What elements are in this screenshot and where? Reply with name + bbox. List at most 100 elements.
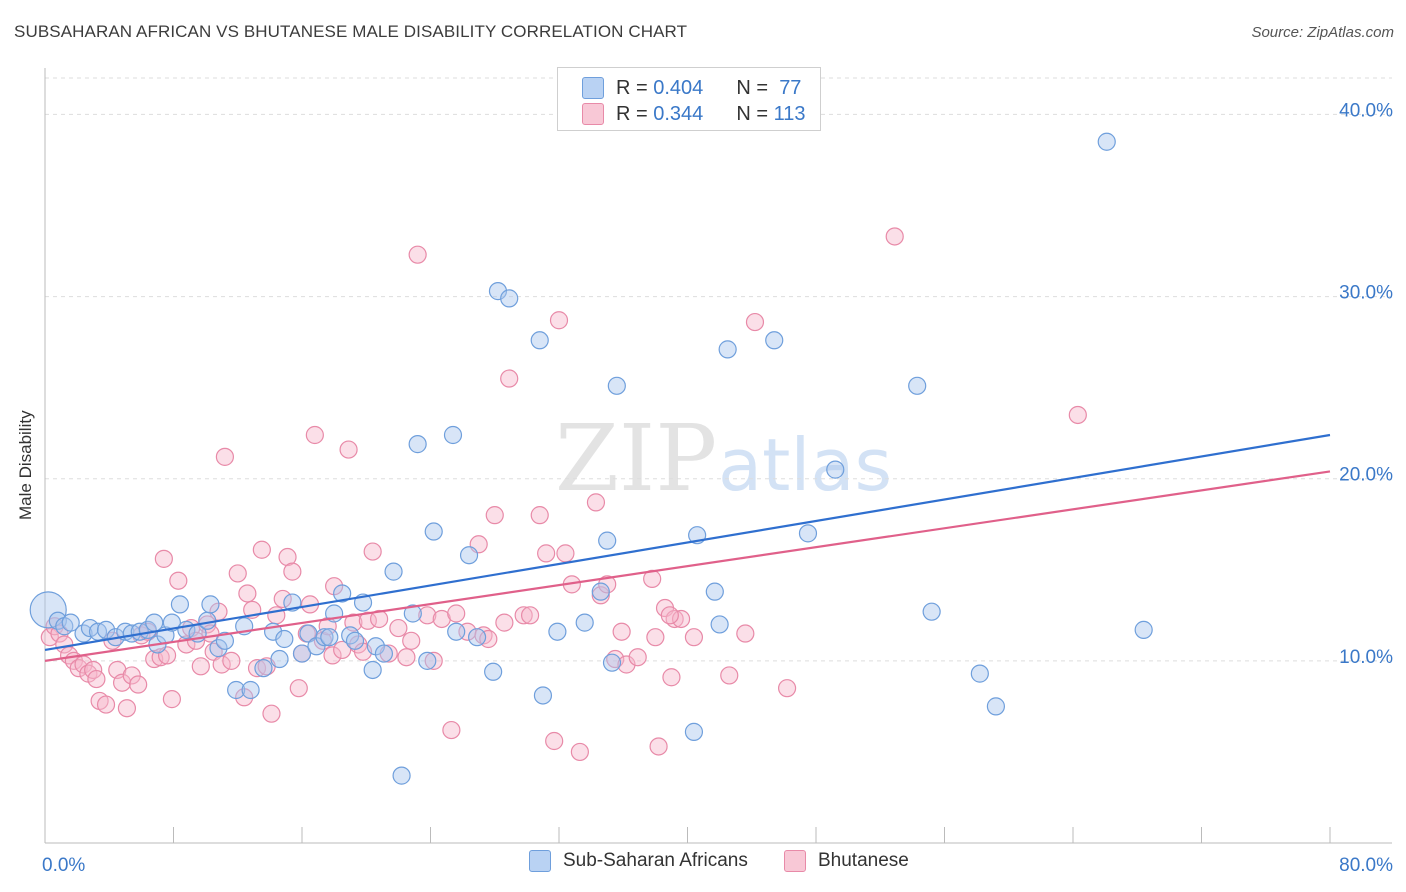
bhutanese-point xyxy=(117,699,137,718)
subsaharan-point xyxy=(61,613,80,632)
bhutanese-point xyxy=(252,540,271,559)
subsaharan-point xyxy=(227,680,246,700)
bhutanese-point xyxy=(262,704,281,723)
bhutanese-point xyxy=(514,606,533,625)
subsaharan-point xyxy=(254,659,273,678)
y-tick-label: 40.0% xyxy=(1339,100,1393,121)
subsaharan-point xyxy=(408,435,427,454)
bhutanese-point xyxy=(283,562,302,581)
blue-swatch-icon xyxy=(582,77,604,99)
bhutanese-point xyxy=(479,629,498,649)
subsaharan-point xyxy=(292,644,312,663)
subsaharan-point xyxy=(684,722,704,741)
subsaharan-point xyxy=(500,289,519,308)
subsaharan-point xyxy=(986,697,1006,716)
subsaharan-point xyxy=(443,425,463,445)
subsaharan-point xyxy=(374,644,394,663)
bhutanese-point xyxy=(777,679,797,698)
pink-swatch-icon xyxy=(784,850,806,872)
bhutanese-point xyxy=(402,631,421,650)
bhutanese-point xyxy=(660,606,679,625)
bhutanese-trend-line xyxy=(44,470,1331,662)
chart-title: SUBSAHARAN AFRICAN VS BHUTANESE MALE DIS… xyxy=(14,22,688,41)
subsaharan-point xyxy=(315,628,334,647)
bhutanese-point xyxy=(278,547,297,567)
bhutanese-point xyxy=(323,646,342,665)
legend-item-subsaharan[interactable]: Sub-Saharan Africans xyxy=(529,850,748,872)
bhutanese-point xyxy=(215,447,234,466)
bhutanese-point xyxy=(96,695,116,714)
subsaharan-point xyxy=(29,591,67,629)
bhutanese-point xyxy=(289,679,308,698)
bhutanese-point xyxy=(495,613,514,632)
subsaharan-point xyxy=(602,653,622,672)
subsaharan-point xyxy=(270,649,289,669)
n-value: 77 xyxy=(779,76,802,99)
bhutanese-point xyxy=(617,655,636,674)
subsaharan-point xyxy=(548,622,567,641)
bhutanese-point xyxy=(397,648,416,667)
pink-swatch-icon xyxy=(582,103,604,125)
legend-row-subsaharan: R = 0.404 N = 77 xyxy=(582,76,801,100)
subsaharan-point xyxy=(209,639,228,658)
y-tick-label: 10.0% xyxy=(1339,647,1393,668)
r-label: R = xyxy=(616,76,648,99)
n-label: N = xyxy=(736,76,769,99)
bhutanese-point xyxy=(549,311,569,330)
subsaharan-point xyxy=(467,628,487,647)
bhutanese-point xyxy=(1068,405,1087,425)
bhutanese-point xyxy=(122,666,141,685)
y-tick-label: 20.0% xyxy=(1339,465,1393,486)
r-value: 0.344 xyxy=(653,102,704,125)
subsaharan-point xyxy=(575,613,594,632)
subsaharan-point xyxy=(718,340,737,359)
bhutanese-point xyxy=(408,245,427,264)
subsaharan-point xyxy=(1097,132,1116,151)
subsaharan-point xyxy=(403,604,422,623)
subsaharan-point xyxy=(333,584,352,603)
subsaharan-point xyxy=(1134,620,1153,639)
subsaharan-point xyxy=(922,602,941,621)
subsaharan-point xyxy=(341,626,360,645)
subsaharan-point xyxy=(96,620,116,639)
x-tick-label: 0.0% xyxy=(42,855,85,876)
bhutanese-point xyxy=(671,609,691,629)
bhutanese-point xyxy=(447,604,466,623)
bhutanese-point xyxy=(222,651,241,670)
bhutanese-point xyxy=(154,549,173,568)
subsaharan-point xyxy=(598,531,617,550)
bhutanese-point xyxy=(598,575,617,594)
bhutanese-point xyxy=(736,624,755,643)
bhutanese-point xyxy=(500,369,519,388)
watermark-atlas: atlas xyxy=(718,423,892,507)
bhutanese-point xyxy=(646,628,665,647)
subsaharan-point xyxy=(447,622,466,641)
bhutanese-point xyxy=(339,440,358,459)
bhutanese-point xyxy=(305,425,324,445)
subsaharan-point xyxy=(488,282,508,301)
subsaharan-point xyxy=(591,582,610,601)
bhutanese-point xyxy=(370,609,389,629)
bhutanese-point xyxy=(530,506,549,525)
bhutanese-point xyxy=(720,666,739,685)
source-label: Source: ZipAtlas.com xyxy=(1251,24,1394,41)
bhutanese-point xyxy=(684,628,704,647)
subsaharan-point xyxy=(798,524,818,543)
legend-item-bhutanese[interactable]: Bhutanese xyxy=(784,850,909,872)
correlation-legend: R = 0.404 N = 77 R = 0.344 N = 113 xyxy=(557,67,821,131)
bhutanese-point xyxy=(485,506,504,525)
subsaharan-point xyxy=(710,615,729,634)
x-tick-label: 80.0% xyxy=(1339,855,1393,876)
subsaharan-point xyxy=(345,631,365,650)
subsaharan-point xyxy=(908,376,927,395)
subsaharan-point xyxy=(533,686,553,705)
subsaharan-point xyxy=(970,664,989,683)
bhutanese-point xyxy=(649,737,668,756)
subsaharan-point xyxy=(241,680,260,700)
n-label: N = xyxy=(736,102,769,125)
bhutanese-point xyxy=(87,669,106,689)
watermark-zip: ZIP xyxy=(555,405,717,512)
bhutanese-point xyxy=(885,227,904,246)
subsaharan-point xyxy=(215,631,234,650)
